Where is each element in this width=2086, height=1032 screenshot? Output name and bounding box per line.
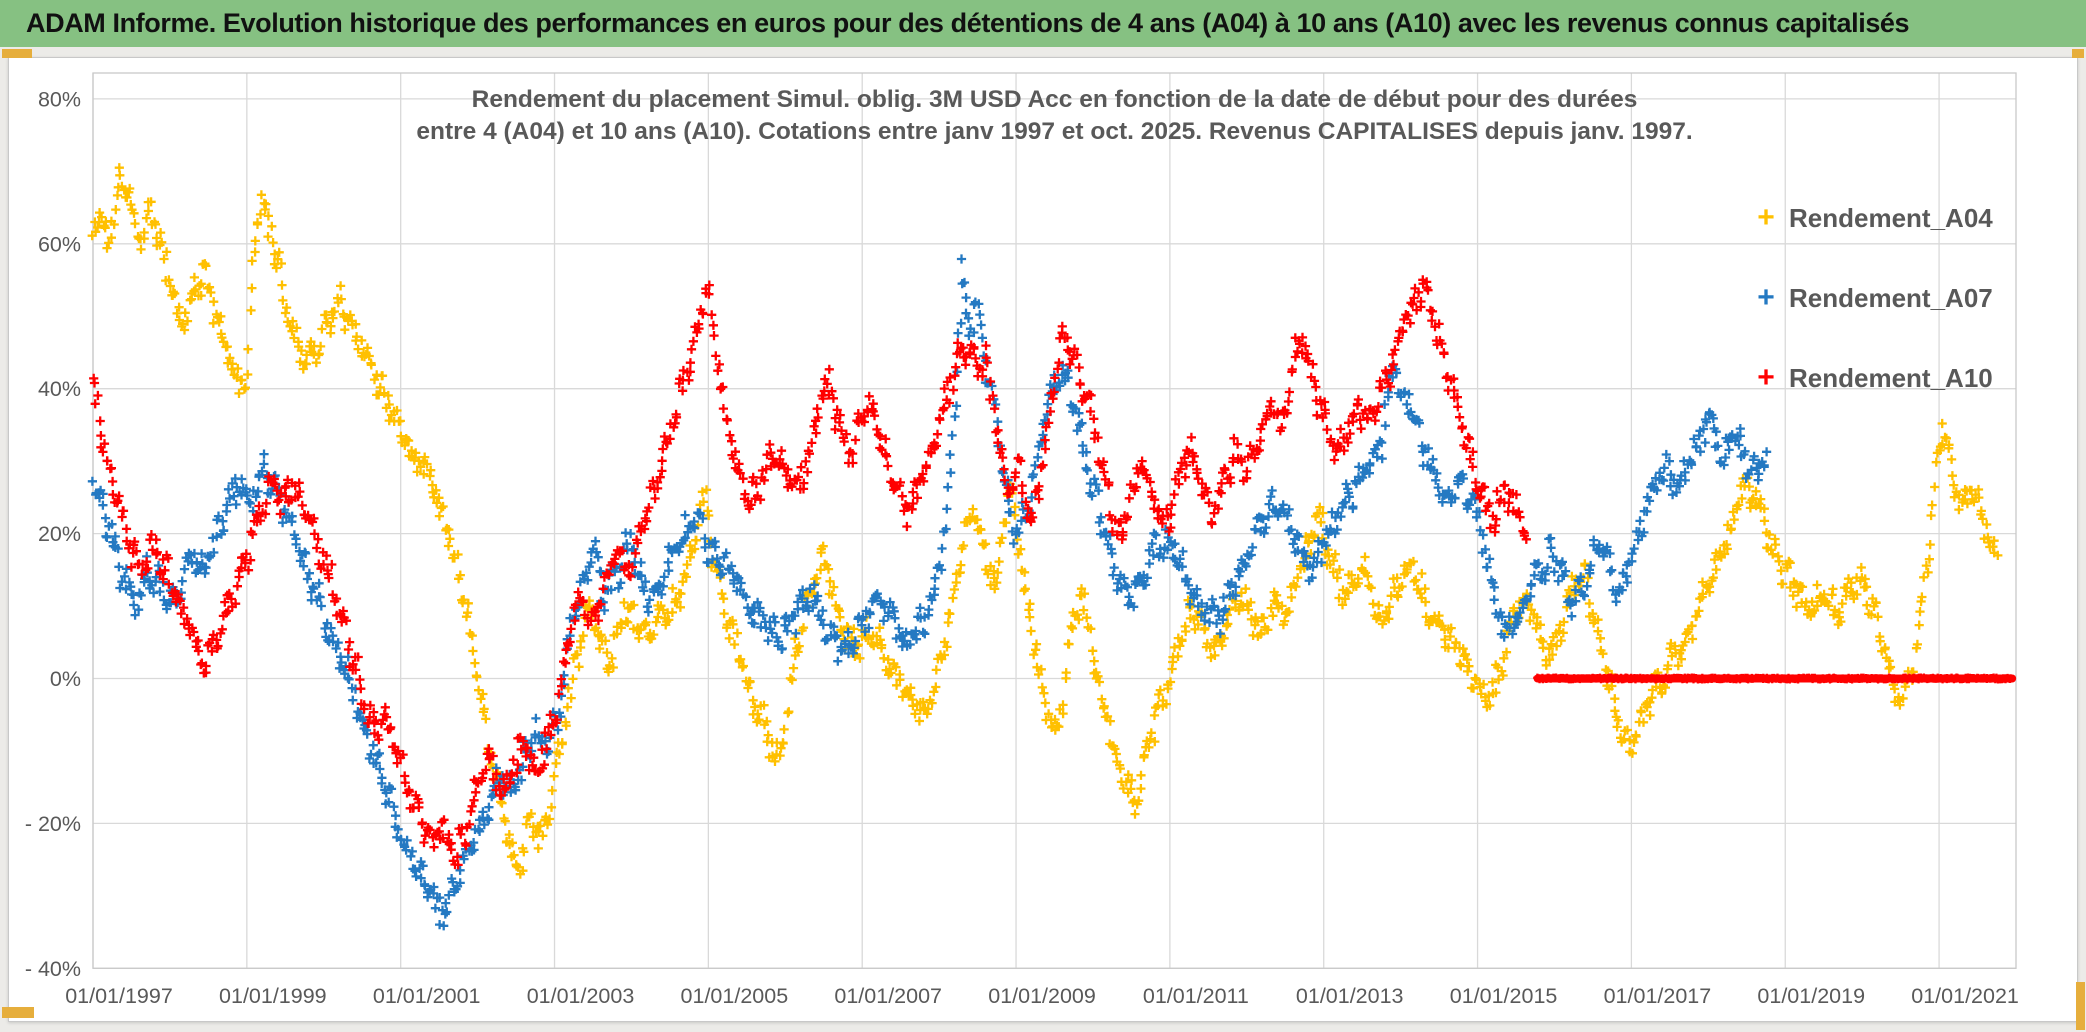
plus-marker-icon: + (1757, 281, 1775, 314)
y-axis-tick-label[interactable]: - 40% (25, 957, 81, 981)
series-rendement_a04-points[interactable] (87, 163, 2003, 879)
selection-handle-top-right[interactable] (2072, 49, 2084, 58)
x-axis-tick-label[interactable]: 01/01/2015 (1450, 984, 1558, 1008)
series-rendement_a10-points[interactable] (89, 275, 1531, 870)
x-axis-tick-label[interactable]: 01/01/2013 (1296, 984, 1404, 1008)
banner-title: ADAM Informe. Evolution historique des p… (26, 8, 1910, 38)
banner: ADAM Informe. Evolution historique des p… (0, 0, 2086, 47)
legend-item-rendement_a04[interactable]: + Rendement_A04 (1751, 196, 1993, 240)
x-axis-tick-label[interactable]: 01/01/2017 (1604, 984, 1712, 1008)
x-axis-tick-label[interactable]: 01/01/2005 (681, 984, 789, 1008)
legend-label: Rendement_A10 (1789, 362, 1993, 393)
plot-border (92, 72, 2017, 969)
y-axis-tick-label[interactable]: 40% (38, 377, 81, 401)
legend-item-rendement_a10[interactable]: + Rendement_A10 (1751, 356, 1993, 400)
plus-marker-icon: + (1757, 201, 1775, 234)
x-axis-tick-label[interactable]: 01/01/2021 (1911, 984, 2019, 1008)
plot-area[interactable]: 80% 60% 40% 20% 0% - 20% - 40% 01/01/1997 01/01/… (9, 58, 2079, 1023)
y-axis-tick-label[interactable]: 60% (38, 232, 81, 256)
x-axis-tick-label[interactable]: 01/01/2001 (373, 984, 481, 1008)
legend-label: Rendement_A07 (1789, 282, 1993, 313)
selection-handle-top-left[interactable] (2, 49, 32, 58)
x-axis-tick-label[interactable]: 01/01/2007 (834, 984, 942, 1008)
legend: + Rendement_A04 + Rendement_A07 + Rendement_A… (1751, 196, 1993, 436)
legend-item-rendement_a07[interactable]: + Rendement_A07 (1751, 276, 1993, 320)
y-axis-tick-label[interactable]: - 20% (25, 812, 81, 836)
selection-handle-bottom-right[interactable] (2076, 982, 2085, 1030)
x-axis-tick-label[interactable]: 01/01/2011 (1143, 984, 1249, 1008)
y-axis-tick-label[interactable]: 0% (50, 667, 81, 691)
series-rendement_a10-zero-points (1533, 673, 2015, 684)
series-rendement_a07-points[interactable] (87, 254, 1772, 931)
y-axis-tick-label[interactable]: 80% (38, 87, 81, 111)
x-axis-tick-label[interactable]: 01/01/2003 (527, 984, 635, 1008)
y-axis-tick-label[interactable]: 20% (38, 522, 81, 546)
plus-marker-icon: + (1757, 361, 1775, 394)
legend-label: Rendement_A04 (1789, 202, 1993, 233)
x-axis-tick-label[interactable]: 01/01/2009 (988, 984, 1096, 1008)
x-axis-tick-label[interactable]: 01/01/2019 (1757, 984, 1865, 1008)
x-axis-tick-label[interactable]: 01/01/1997 (65, 984, 173, 1008)
x-axis-tick-label[interactable]: 01/01/1999 (219, 984, 327, 1008)
chart-object[interactable]: 80% 60% 40% 20% 0% - 20% - 40% 01/01/1997 01/01/… (8, 57, 2078, 1022)
selection-handle-bottom-left[interactable] (2, 1007, 34, 1018)
